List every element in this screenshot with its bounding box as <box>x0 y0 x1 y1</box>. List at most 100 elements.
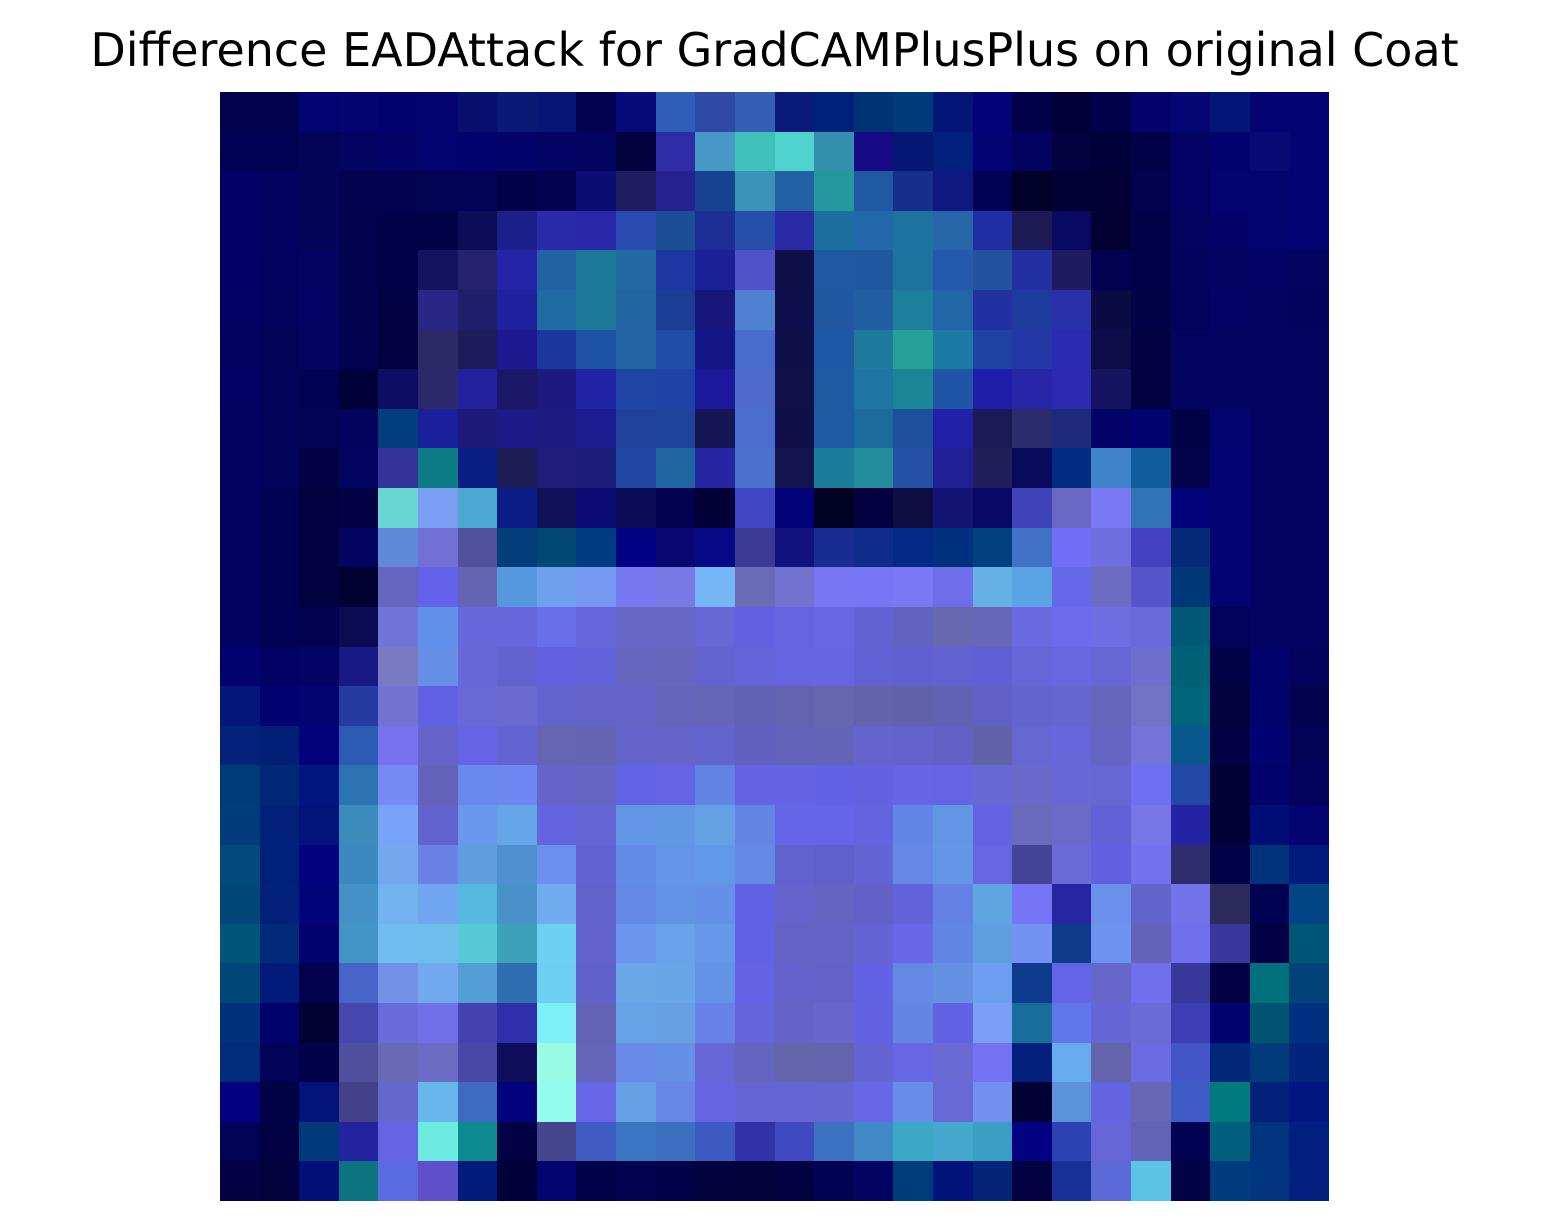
heatmap-pixel <box>893 1122 934 1162</box>
heatmap-pixel <box>933 92 974 133</box>
heatmap-pixel <box>418 924 459 964</box>
heatmap-pixel <box>893 448 934 489</box>
heatmap-pixel <box>1171 290 1211 331</box>
heatmap-pixel <box>973 132 1013 172</box>
heatmap-pixel <box>1012 1161 1053 1201</box>
heatmap-pixel <box>299 1082 340 1123</box>
heatmap-pixel <box>458 369 498 410</box>
heatmap-pixel <box>378 567 419 608</box>
heatmap-pixel <box>339 290 379 331</box>
heatmap-pixel <box>775 686 815 727</box>
heatmap-pixel <box>973 369 1013 410</box>
heatmap-pixel <box>814 250 855 291</box>
heatmap-pixel <box>1052 211 1092 251</box>
heatmap-pixel <box>1289 963 1329 1004</box>
heatmap-pixel <box>1210 686 1251 727</box>
heatmap-pixel <box>378 647 419 687</box>
heatmap-pixel <box>220 528 261 568</box>
heatmap-pixel <box>576 647 617 687</box>
heatmap-pixel <box>1012 884 1053 925</box>
heatmap-pixel <box>1210 1082 1251 1123</box>
heatmap-pixel <box>576 250 617 291</box>
heatmap-pixel <box>854 647 894 687</box>
heatmap-pixel <box>933 528 974 568</box>
heatmap-pixel <box>775 567 815 608</box>
heatmap-pixel <box>1052 528 1092 568</box>
heatmap-pixel <box>1289 171 1329 212</box>
heatmap-pixel <box>1250 1161 1290 1201</box>
heatmap-pixel <box>1052 884 1092 925</box>
heatmap-pixel <box>1250 845 1290 885</box>
heatmap-pixel <box>537 686 577 727</box>
heatmap-pixel <box>1012 250 1053 291</box>
heatmap-pixel <box>854 963 894 1004</box>
heatmap-pixel <box>616 765 657 806</box>
heatmap-pixel <box>854 1003 894 1044</box>
heatmap-pixel <box>775 448 815 489</box>
heatmap-pixel <box>973 250 1013 291</box>
heatmap-pixel <box>1052 726 1092 766</box>
heatmap-pixel <box>1250 765 1290 806</box>
heatmap-pixel <box>220 250 261 291</box>
heatmap-pixel <box>418 448 459 489</box>
heatmap-pixel <box>260 1043 300 1083</box>
heatmap-pixel <box>1012 845 1053 885</box>
heatmap-pixel <box>735 1122 776 1162</box>
heatmap-pixel <box>497 686 538 727</box>
heatmap-pixel <box>656 132 696 172</box>
heatmap-pixel <box>537 369 577 410</box>
heatmap-pixel <box>854 92 894 133</box>
heatmap-pixel <box>933 369 974 410</box>
heatmap-pixel <box>1289 211 1329 251</box>
heatmap-pixel <box>378 92 419 133</box>
heatmap-pixel <box>656 409 696 449</box>
heatmap-pixel <box>1012 1003 1053 1044</box>
heatmap-pixel <box>775 488 815 529</box>
heatmap-pixel <box>1289 488 1329 529</box>
heatmap-pixel <box>576 528 617 568</box>
heatmap-pixel <box>1250 1043 1290 1083</box>
heatmap-pixel <box>260 1082 300 1123</box>
heatmap-pixel <box>497 924 538 964</box>
heatmap-pixel <box>775 963 815 1004</box>
heatmap-pixel <box>1131 369 1172 410</box>
heatmap-pixel <box>854 330 894 370</box>
heatmap-pixel <box>339 647 379 687</box>
heatmap-pixel <box>775 369 815 410</box>
heatmap-pixel <box>378 726 419 766</box>
heatmap-pixel <box>220 686 261 727</box>
heatmap-pixel <box>814 528 855 568</box>
heatmap-pixel <box>775 1122 815 1162</box>
heatmap-pixel <box>1250 884 1290 925</box>
heatmap-pixel <box>537 528 577 568</box>
heatmap-pixel <box>1052 488 1092 529</box>
heatmap-pixel <box>1131 92 1172 133</box>
heatmap-pixel <box>1091 726 1132 766</box>
heatmap-pixel <box>1012 607 1053 648</box>
heatmap-pixel <box>735 250 776 291</box>
heatmap-pixel <box>1012 726 1053 766</box>
heatmap-pixel <box>1289 1082 1329 1123</box>
heatmap-pixel <box>695 1122 736 1162</box>
heatmap-pixel <box>576 369 617 410</box>
heatmap-pixel <box>537 607 577 648</box>
heatmap-pixel <box>220 211 261 251</box>
heatmap-pixel <box>458 924 498 964</box>
heatmap-pixel <box>220 765 261 806</box>
heatmap-pixel <box>814 765 855 806</box>
heatmap-pixel <box>1289 765 1329 806</box>
heatmap-pixel <box>339 845 379 885</box>
heatmap-pixel <box>775 765 815 806</box>
heatmap-pixel <box>893 132 934 172</box>
heatmap-pixel <box>576 1043 617 1083</box>
heatmap-pixel <box>1171 686 1211 727</box>
heatmap-pixel <box>1171 132 1211 172</box>
heatmap-pixel <box>537 845 577 885</box>
heatmap-pixel <box>656 686 696 727</box>
heatmap-pixel <box>1250 963 1290 1004</box>
heatmap-pixel <box>1289 1122 1329 1162</box>
heatmap-pixel <box>893 1082 934 1123</box>
heatmap-pixel <box>616 448 657 489</box>
heatmap-pixel <box>1289 884 1329 925</box>
heatmap-pixel <box>220 369 261 410</box>
